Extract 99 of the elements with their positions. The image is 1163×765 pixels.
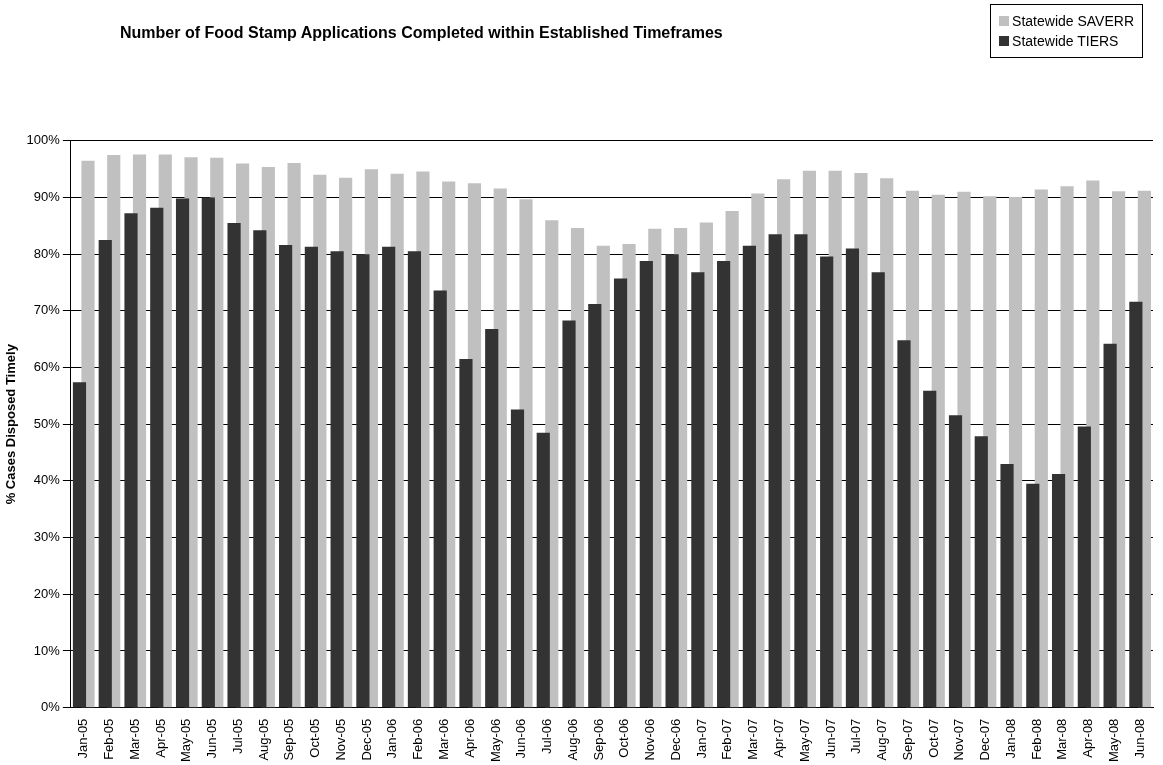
y-tick-label: 40%	[33, 472, 61, 488]
x-tick-label: Feb-05	[101, 718, 117, 760]
x-tick-label: Mar-06	[436, 718, 452, 760]
bar	[253, 230, 267, 708]
x-tick-label: Sep-07	[899, 718, 915, 761]
bar	[304, 246, 318, 708]
bar	[1026, 483, 1040, 708]
y-tick-label: 70%	[33, 302, 61, 318]
bar	[923, 390, 937, 708]
bar	[459, 359, 473, 708]
legend-label: Statewide TIERS	[1012, 33, 1119, 49]
x-tick-label: Nov-07	[951, 718, 967, 761]
bar	[613, 278, 628, 708]
y-tick-label: 90%	[33, 189, 61, 205]
chart-title: Number of Food Stamp Applications Completed within Established Timeframes	[120, 24, 723, 42]
x-tick-label: Aug-05	[255, 718, 271, 761]
bar	[588, 304, 602, 708]
y-tick-label: 60%	[33, 359, 61, 375]
bar	[974, 436, 988, 708]
x-tick-label: Jan-07	[693, 718, 709, 759]
bar	[98, 240, 112, 708]
x-tick-label: May-06	[487, 718, 503, 763]
x-tick-label: Feb-06	[410, 718, 426, 760]
y-tick-label: 30%	[33, 529, 61, 545]
bar	[433, 290, 447, 708]
bar	[485, 329, 499, 708]
bar	[1129, 301, 1143, 708]
y-tick-label: 10%	[33, 642, 61, 658]
bar	[820, 256, 834, 708]
bar	[691, 272, 705, 708]
bar	[407, 251, 422, 708]
x-tick-label: Oct-06	[616, 718, 632, 758]
bar	[1077, 426, 1091, 708]
y-tick-label: 20%	[33, 585, 61, 601]
y-tick-label: 100%	[26, 132, 61, 148]
bar	[717, 260, 731, 708]
bar	[510, 409, 525, 708]
bar	[562, 320, 576, 708]
y-axis-title: % Cases Disposed Timely	[3, 343, 19, 505]
x-tick-label: Nov-05	[332, 718, 348, 761]
bar	[871, 272, 885, 708]
x-tick-label: Oct-05	[307, 718, 323, 758]
x-tick-label: Jul-07	[848, 718, 864, 755]
bar	[845, 248, 860, 708]
x-tick-label: Apr-07	[770, 718, 786, 758]
bar	[150, 207, 164, 708]
x-tick-label: Jan-08	[1002, 718, 1018, 759]
x-tick-label: Jun-07	[822, 718, 838, 759]
x-tick-label: Jul-06	[539, 718, 555, 755]
bar	[227, 222, 241, 708]
x-tick-label: Apr-05	[152, 718, 168, 758]
x-tick-label: May-05	[178, 718, 194, 763]
bar	[794, 234, 808, 708]
x-tick-label: Aug-07	[874, 718, 890, 761]
x-tick-label: Jun-06	[513, 718, 529, 759]
bar	[72, 382, 87, 708]
x-tick-label: Mar-08	[1054, 718, 1070, 760]
x-tick-label: Dec-06	[667, 718, 683, 761]
y-tick-label: 50%	[33, 415, 61, 431]
bar	[201, 197, 215, 708]
bar	[124, 213, 138, 708]
y-tick-label: 0%	[41, 699, 61, 715]
bar	[175, 198, 190, 708]
x-tick-label: Mar-05	[126, 718, 142, 760]
bar	[665, 254, 679, 708]
bar	[1051, 474, 1066, 708]
bar	[279, 245, 293, 708]
legend-label: Statewide SAVERR	[1012, 13, 1134, 29]
x-tick-label: Jun-05	[204, 718, 220, 759]
x-tick-label: Nov-06	[642, 718, 658, 761]
bar	[897, 340, 911, 708]
bar	[330, 251, 344, 708]
x-tick-label: Feb-08	[1028, 718, 1044, 760]
bar	[1103, 343, 1117, 708]
x-tick-label: Dec-05	[358, 718, 374, 761]
x-tick-label: Jan-06	[384, 718, 400, 759]
bar	[356, 254, 370, 708]
bar	[1000, 463, 1014, 708]
x-tick-label: Sep-06	[590, 718, 606, 761]
y-tick-label: 80%	[33, 245, 61, 261]
x-tick-label: Aug-06	[564, 718, 580, 761]
x-tick-label: May-07	[796, 718, 812, 763]
bar	[639, 260, 653, 708]
x-tick-label: Jan-05	[75, 718, 91, 759]
x-tick-label: Apr-06	[461, 718, 477, 758]
bar	[382, 246, 396, 708]
x-tick-label: Apr-08	[1080, 718, 1096, 758]
bar	[948, 415, 963, 708]
x-tick-label: Jul-05	[229, 718, 245, 755]
x-tick-label: Dec-07	[977, 718, 993, 761]
bar	[768, 234, 782, 708]
x-tick-label: Oct-07	[925, 718, 941, 758]
x-tick-label: Jun-08	[1131, 718, 1147, 759]
x-tick-label: Sep-05	[281, 718, 297, 761]
x-tick-label: Mar-07	[745, 718, 761, 760]
x-tick-label: May-08	[1105, 718, 1121, 763]
x-tick-label: Feb-07	[719, 718, 735, 760]
bar	[742, 245, 756, 708]
bar	[536, 432, 550, 708]
